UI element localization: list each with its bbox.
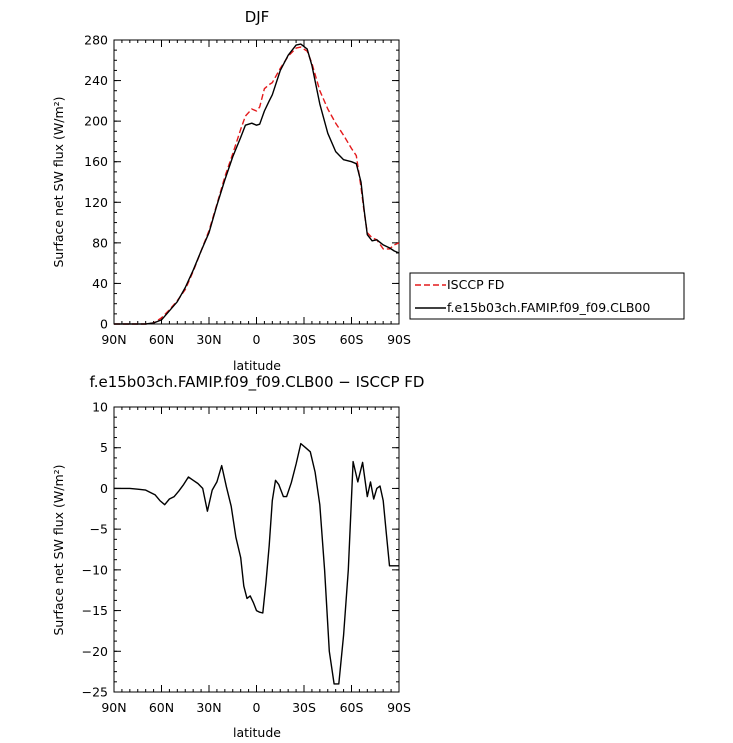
y-tick-label: 240	[84, 73, 108, 88]
x-axis-label-top: latitude	[233, 358, 281, 373]
y-tick-label: −25	[82, 685, 108, 700]
x-tick-label: 90S	[387, 332, 411, 347]
x-tick-label: 60N	[149, 332, 174, 347]
y-tick-label: 200	[84, 114, 108, 129]
y-tick-label: 160	[84, 154, 108, 169]
y-tick-label: −15	[82, 603, 108, 618]
y-tick-label: 280	[84, 33, 108, 48]
djf-flux-panel: DJF Surface net SW flux (W/m²) latitude …	[51, 8, 685, 373]
x-tick-label: 30N	[196, 332, 221, 347]
x-tick-label: 60S	[340, 332, 364, 347]
x-tick-label: 30S	[292, 700, 316, 715]
x-tick-label: 60N	[149, 700, 174, 715]
legend-label-model: f.e15b03ch.FAMIP.f09_f09.CLB00	[447, 300, 650, 315]
y-tick-label: −10	[82, 562, 108, 577]
y-axis-label-top: Surface net SW flux (W/m²)	[51, 96, 66, 267]
y-tick-label: 0	[100, 317, 108, 332]
x-axis-label-bottom: latitude	[233, 725, 281, 740]
difference-panel: f.e15b03ch.FAMIP.f09_f09.CLB00 − ISCCP F…	[51, 373, 424, 740]
legend-box	[409, 272, 685, 320]
y-tick-label: 40	[92, 276, 108, 291]
series-line-bottom-0	[114, 442, 399, 685]
x-tick-label: 90S	[387, 700, 411, 715]
x-tick-label: 30N	[196, 700, 221, 715]
x-tick-label: 30S	[292, 332, 316, 347]
plot-area-top: 90N 60N 30N 0 30S 60S 90S 0 40 80 120 160 200 240 280	[84, 33, 411, 348]
y-tick-label: 0	[100, 481, 108, 496]
plot-frame-bottom	[113, 406, 400, 693]
y-tick-label: −5	[90, 522, 108, 537]
legend: ISCCP FD f.e15b03ch.FAMIP.f09_f09.CLB00	[409, 272, 685, 320]
panel-title-djf: DJF	[245, 8, 270, 26]
series-line-top-1	[114, 43, 400, 325]
x-tick-label: 0	[253, 700, 261, 715]
plot-frame-top	[113, 39, 400, 325]
panel-title-difference: f.e15b03ch.FAMIP.f09_f09.CLB00 − ISCCP F…	[90, 373, 425, 392]
x-tick-label: 0	[253, 332, 261, 347]
legend-label-isccp: ISCCP FD	[447, 277, 504, 292]
x-tick-label: 90N	[101, 700, 126, 715]
y-tick-label: 5	[100, 440, 108, 455]
x-tick-label: 90N	[101, 332, 126, 347]
y-tick-label: 80	[92, 235, 108, 250]
series-line-top-0	[114, 46, 400, 325]
plot-area-bottom: 90N 60N 30N 0 30S 60S 90S −25 −20 −15 −10 −5 0 5 10	[82, 400, 411, 716]
y-tick-label: 10	[92, 400, 108, 415]
y-axis-label-bottom: Surface net SW flux (W/m²)	[51, 464, 66, 635]
y-tick-label: 120	[84, 195, 108, 210]
y-tick-label: −20	[82, 644, 108, 659]
x-tick-label: 60S	[340, 700, 364, 715]
